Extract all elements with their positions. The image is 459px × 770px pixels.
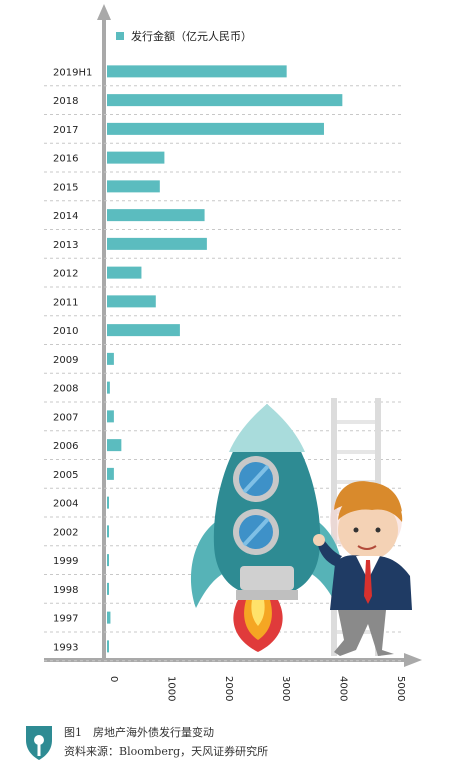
figure-source: 资料来源：Bloomberg，天风证券研究所 (64, 745, 269, 758)
bar (107, 324, 180, 337)
x-tick-label: 2000 (223, 676, 234, 701)
x-axis-arrow-icon (404, 653, 422, 667)
category-label: 2012 (53, 269, 78, 280)
category-label: 2002 (53, 527, 78, 538)
legend: 发行金额（亿元人民币） (116, 29, 252, 43)
category-label: 1999 (53, 556, 78, 567)
category-label: 1998 (53, 585, 78, 596)
category-label: 2013 (53, 240, 78, 251)
bar (107, 237, 207, 250)
bar (107, 94, 343, 107)
category-label: 1997 (53, 614, 78, 625)
category-label: 2006 (53, 441, 78, 452)
bar (107, 467, 114, 480)
bar (107, 410, 114, 423)
figure-title: 图1 房地产海外债发行量变动 (64, 726, 214, 739)
bar (107, 611, 111, 624)
bar (107, 525, 109, 538)
bar (107, 209, 205, 222)
legend-swatch (116, 32, 124, 40)
rocket-icon (191, 404, 343, 652)
bar-chart: 发行金额（亿元人民币） 2019H12018201720162015201420… (44, 4, 422, 701)
category-label: 2008 (53, 384, 78, 395)
category-label: 2005 (53, 470, 78, 481)
category-label: 2014 (53, 211, 78, 222)
x-tick-label: 0 (108, 676, 119, 682)
bar (107, 151, 165, 164)
category-labels: 2019H1 2018 2017 2016 2015 2014 2013 2012 2011 20… (53, 67, 92, 653)
category-label: 2017 (53, 125, 78, 136)
bar (107, 582, 109, 595)
axes (44, 4, 422, 667)
bar (107, 65, 287, 78)
bar (107, 180, 160, 193)
bar (107, 640, 109, 653)
bar (107, 439, 122, 452)
category-label: 2004 (53, 499, 78, 510)
bars (107, 65, 343, 653)
bar (107, 295, 156, 308)
pen-nib-logo-icon (26, 726, 52, 760)
x-tick-label: 3000 (280, 676, 291, 701)
x-tick-label: 1000 (165, 676, 176, 701)
category-label: 2018 (53, 96, 78, 107)
bar (107, 554, 109, 567)
x-tick-labels: 0 1000 2000 3000 4000 5000 (108, 676, 406, 701)
category-label: 2011 (53, 297, 78, 308)
category-label: 2009 (53, 355, 78, 366)
category-label: 2007 (53, 412, 78, 423)
category-label: 2010 (53, 326, 78, 337)
x-tick-label: 5000 (395, 676, 406, 701)
businessman-icon (313, 481, 412, 656)
bar (107, 496, 109, 509)
bar (107, 381, 110, 394)
category-label: 2016 (53, 154, 78, 165)
category-label: 1993 (53, 642, 78, 653)
bar (107, 266, 142, 279)
bar (107, 122, 324, 135)
category-label: 2015 (53, 182, 78, 193)
legend-label: 发行金额（亿元人民币） (131, 29, 252, 43)
category-label: 2019H1 (53, 67, 92, 78)
bar (107, 352, 114, 365)
y-axis-arrow-icon (97, 4, 111, 20)
x-tick-label: 4000 (338, 676, 349, 701)
